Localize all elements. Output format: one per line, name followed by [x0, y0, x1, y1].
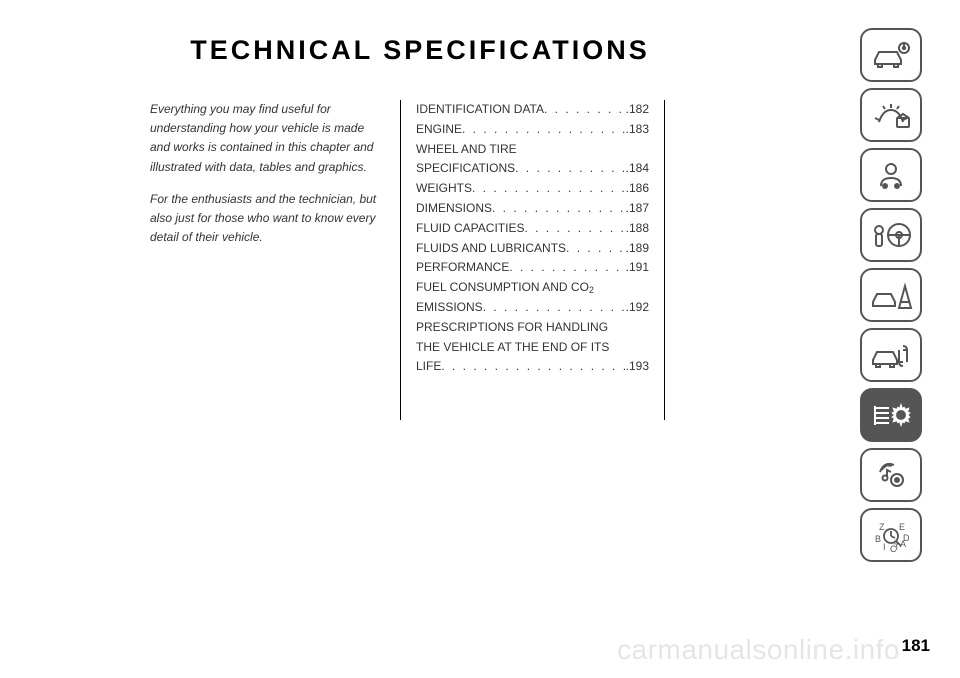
- tab-multimedia-icon[interactable]: [860, 448, 922, 502]
- tab-warning-lights-icon[interactable]: [860, 88, 922, 142]
- toc-label: LIFE: [416, 357, 441, 377]
- toc-label: FLUID CAPACITIES: [416, 219, 524, 239]
- content-area: Everything you may find useful for under…: [150, 100, 680, 420]
- intro-column: Everything you may find useful for under…: [150, 100, 400, 420]
- tab-maintenance-icon[interactable]: [860, 328, 922, 382]
- toc-row: ENGINE .183: [416, 120, 649, 140]
- toc-dots: [441, 357, 625, 377]
- chapter-heading: TECHNICAL SPECIFICATIONS: [0, 0, 840, 66]
- toc-page: .192: [626, 298, 649, 318]
- toc-label: WEIGHTS: [416, 179, 472, 199]
- toc-row: FUEL CONSUMPTION AND CO2: [416, 278, 649, 298]
- toc-label: ENGINE: [416, 120, 462, 140]
- intro-para-1: Everything you may find useful for under…: [150, 100, 385, 177]
- svg-text:B: B: [875, 534, 881, 544]
- toc-row: LIFE .193: [416, 357, 649, 377]
- toc-label: FUEL CONSUMPTION AND CO2: [416, 278, 594, 298]
- toc-dots: [515, 159, 626, 179]
- watermark: carmanualsonline.info: [617, 634, 900, 666]
- tab-starting-driving-icon[interactable]: [860, 208, 922, 262]
- tab-technical-specs-icon[interactable]: [860, 388, 922, 442]
- toc-dots: [509, 258, 625, 278]
- toc-dots: [483, 298, 626, 318]
- toc-dots: [524, 219, 625, 239]
- page-number: 181: [902, 636, 930, 656]
- toc-page: .191: [626, 258, 649, 278]
- svg-text:A: A: [900, 539, 906, 549]
- side-tabs: Z E B D A I C T: [860, 28, 922, 562]
- svg-text:E: E: [899, 522, 905, 532]
- tab-safety-icon[interactable]: [860, 148, 922, 202]
- toc-row: THE VEHICLE AT THE END OF ITS: [416, 338, 649, 358]
- toc-page: .189: [626, 239, 649, 259]
- toc-dots: [472, 179, 626, 199]
- toc-label: DIMENSIONS: [416, 199, 492, 219]
- toc-row: IDENTIFICATION DATA .182: [416, 100, 649, 120]
- toc-page: .187: [626, 199, 649, 219]
- toc-label: PERFORMANCE: [416, 258, 509, 278]
- tab-vehicle-info-icon[interactable]: [860, 28, 922, 82]
- toc-row: PRESCRIPTIONS FOR HANDLING: [416, 318, 649, 338]
- toc-row: WHEEL AND TIRE: [416, 140, 649, 160]
- intro-para-2: For the enthusiasts and the technician, …: [150, 190, 385, 248]
- toc-page: .183: [626, 120, 649, 140]
- toc-dots: [544, 100, 626, 120]
- toc-row: SPECIFICATIONS .184: [416, 159, 649, 179]
- toc-dots: [492, 199, 626, 219]
- toc-label: WHEEL AND TIRE: [416, 140, 517, 160]
- svg-text:I: I: [883, 542, 886, 552]
- toc-page: .184: [626, 159, 649, 179]
- tab-index-icon[interactable]: Z E B D A I C T: [860, 508, 922, 562]
- toc-column: IDENTIFICATION DATA .182 ENGINE .183 WHEEL A…: [400, 100, 665, 420]
- toc-dots: [566, 239, 626, 259]
- toc-label: THE VEHICLE AT THE END OF ITS: [416, 338, 609, 358]
- toc-row: FLUIDS AND LUBRICANTS .189: [416, 239, 649, 259]
- toc-label: EMISSIONS: [416, 298, 483, 318]
- toc-dots: [462, 120, 626, 140]
- toc-page: .193: [626, 357, 649, 377]
- tab-emergency-icon[interactable]: [860, 268, 922, 322]
- toc-page: .188: [626, 219, 649, 239]
- toc-row: EMISSIONS .192: [416, 298, 649, 318]
- toc-label: FLUIDS AND LUBRICANTS: [416, 239, 566, 259]
- toc-row: FLUID CAPACITIES .188: [416, 219, 649, 239]
- toc-row: PERFORMANCE .191: [416, 258, 649, 278]
- toc-row: DIMENSIONS .187: [416, 199, 649, 219]
- toc-label: SPECIFICATIONS: [416, 159, 515, 179]
- toc-label: PRESCRIPTIONS FOR HANDLING: [416, 318, 608, 338]
- svg-text:Z: Z: [879, 522, 885, 532]
- toc-row: WEIGHTS .186: [416, 179, 649, 199]
- toc-page: .186: [626, 179, 649, 199]
- toc-label: IDENTIFICATION DATA: [416, 100, 544, 120]
- toc-page: .182: [626, 100, 649, 120]
